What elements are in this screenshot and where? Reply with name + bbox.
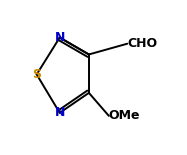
Text: CHO: CHO xyxy=(127,37,157,50)
Text: N: N xyxy=(55,106,65,119)
Text: OMe: OMe xyxy=(109,109,140,122)
Text: S: S xyxy=(32,68,41,81)
Text: N: N xyxy=(55,31,65,44)
